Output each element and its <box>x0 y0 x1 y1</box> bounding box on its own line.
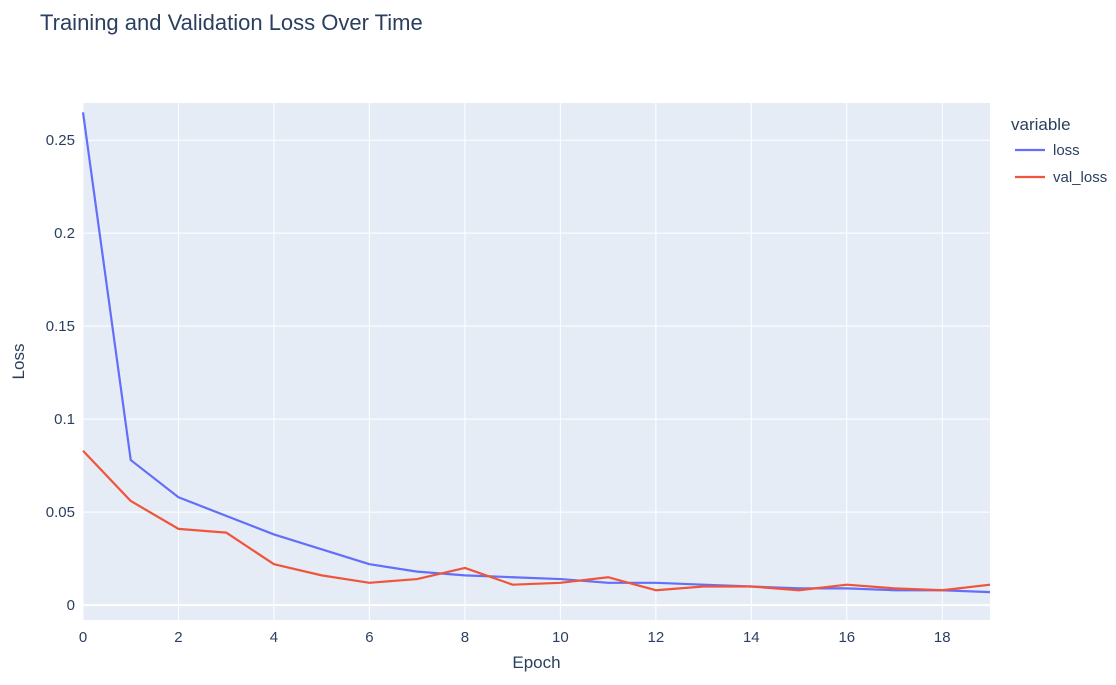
legend-title: variable <box>1011 115 1071 134</box>
x-tick-label: 6 <box>365 629 373 646</box>
plot-area <box>83 103 990 620</box>
chart-title: Training and Validation Loss Over Time <box>40 10 423 35</box>
legend[interactable]: variable loss val_loss <box>1011 115 1107 186</box>
axis-ticks: 0 2 4 6 8 10 12 14 16 18 0 0.05 0.1 0.15 0.2 0.25 <box>46 132 951 646</box>
x-tick-label: 14 <box>743 629 760 646</box>
x-axis-title: Epoch <box>512 653 560 672</box>
legend-item-val-loss[interactable]: val_loss <box>1015 169 1107 186</box>
x-tick-label: 10 <box>552 629 569 646</box>
legend-label: val_loss <box>1053 169 1107 186</box>
x-tick-label: 8 <box>461 629 469 646</box>
y-tick-label: 0.05 <box>46 504 75 521</box>
y-tick-label: 0.15 <box>46 318 75 335</box>
x-tick-label: 12 <box>647 629 664 646</box>
legend-item-loss[interactable]: loss <box>1015 142 1080 159</box>
x-tick-label: 2 <box>174 629 182 646</box>
y-tick-label: 0.1 <box>54 411 75 428</box>
y-tick-label: 0.25 <box>46 132 75 149</box>
y-tick-label: 0 <box>67 597 75 614</box>
series-line-loss[interactable] <box>81 112 991 594</box>
x-tick-label: 4 <box>270 629 278 646</box>
y-tick-label: 0.2 <box>54 225 75 242</box>
x-tick-label: 0 <box>79 629 87 646</box>
series-lines <box>81 112 991 594</box>
gridlines <box>82 103 990 620</box>
series-line-val-loss[interactable] <box>82 450 991 592</box>
y-axis-title: Loss <box>9 344 28 380</box>
x-tick-label: 18 <box>934 629 951 646</box>
x-tick-label: 16 <box>838 629 855 646</box>
legend-label: loss <box>1053 142 1080 159</box>
